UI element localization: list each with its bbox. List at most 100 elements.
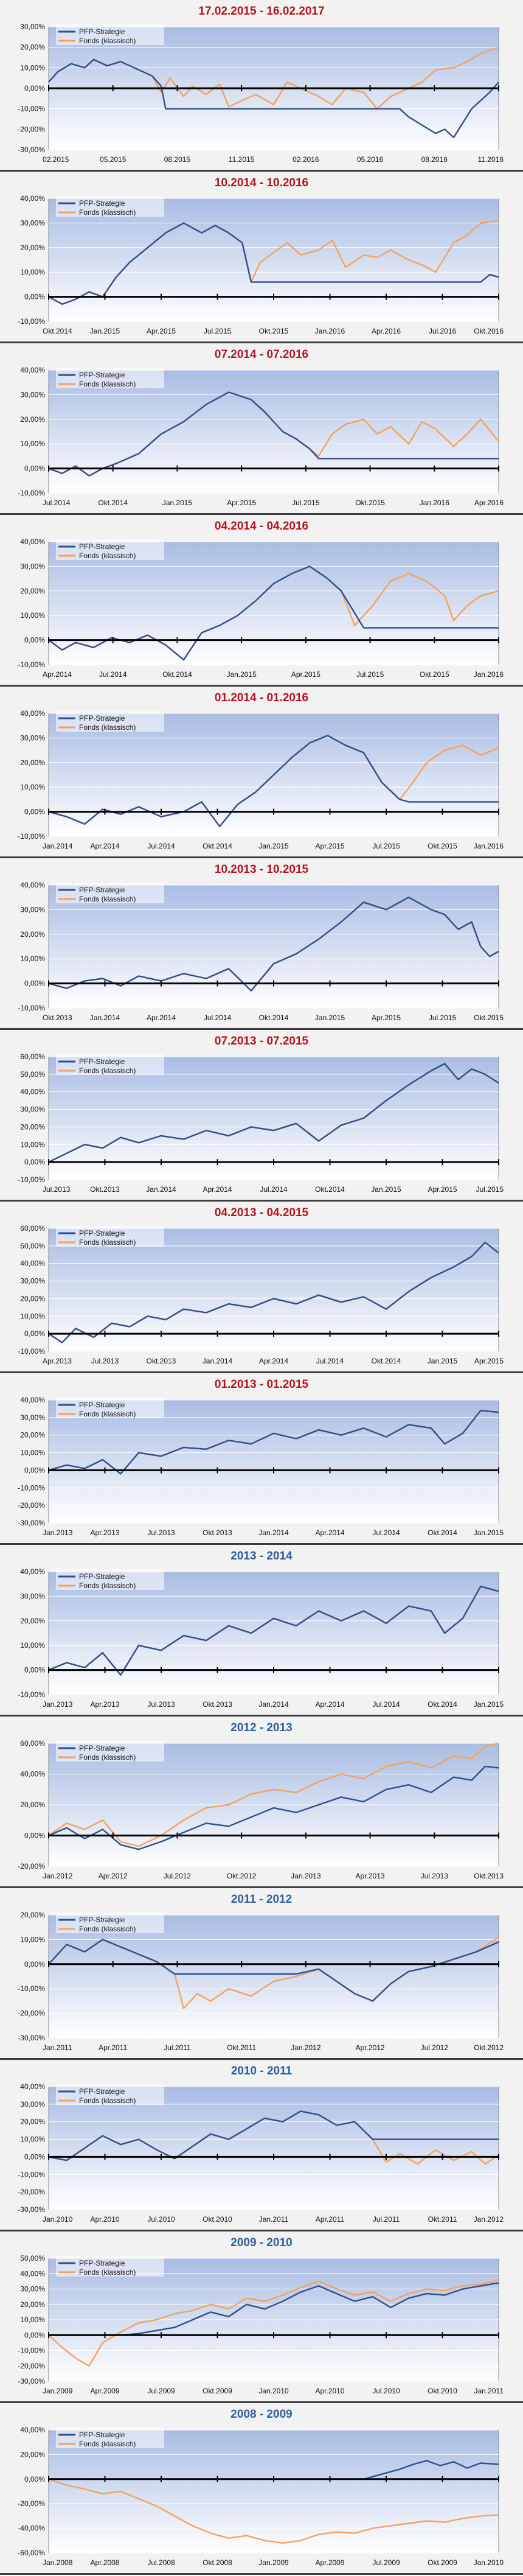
x-tick-label: Okt.2010 bbox=[203, 2215, 232, 2224]
y-tick-label: 30,00% bbox=[20, 23, 45, 31]
x-tick-label: Jul.2013 bbox=[147, 1700, 175, 1709]
legend-label: PFP-Strategie bbox=[79, 1744, 125, 1752]
chart-title: 07.2013 - 07.2015 bbox=[214, 1035, 309, 1048]
y-tick-label: 40,00% bbox=[20, 2426, 45, 2434]
x-tick-label: 08.2016 bbox=[421, 155, 448, 164]
legend-label: Fonds (klassisch) bbox=[79, 37, 136, 45]
y-tick-label: 10,00% bbox=[20, 611, 45, 620]
x-tick-label: Apr.2015 bbox=[428, 1185, 457, 1194]
y-tick-label: 40,00% bbox=[20, 2269, 45, 2278]
chart-title: 17.02.2015 - 16.02.2017 bbox=[198, 5, 325, 18]
y-tick-label: 30,00% bbox=[20, 1592, 45, 1600]
y-tick-label: 30,00% bbox=[20, 2100, 45, 2109]
y-tick-label: 20,00% bbox=[20, 1122, 45, 1131]
x-tick-label: Okt.2008 bbox=[203, 2558, 232, 2567]
x-tick-label: Jan.2011 bbox=[259, 2215, 289, 2224]
x-tick-label: Apr.2015 bbox=[147, 327, 176, 335]
y-tick-label: 30,00% bbox=[20, 562, 45, 570]
x-tick-label: Apr.2015 bbox=[315, 842, 344, 850]
x-tick-label: Jul.2010 bbox=[372, 2387, 400, 2395]
x-tick-label: Apr.2010 bbox=[315, 2387, 344, 2395]
chart-svg: -10,00% 0,00% 10,00% 20,00% 30,00% 40,00% Apr.… bbox=[0, 537, 523, 687]
x-tick-label: Apr.2014 bbox=[147, 1013, 176, 1022]
chart-panel: 2013 - 2014 -10,00% 0,00% 10,00% 20,00% 30,00… bbox=[0, 1545, 523, 1717]
series-line-strategy bbox=[48, 1063, 499, 1163]
x-tick-label: Okt.2014 bbox=[162, 670, 192, 679]
y-tick-label: 30,00% bbox=[20, 905, 45, 914]
y-tick-label: 0,00% bbox=[24, 2475, 45, 2483]
y-tick-label: -10,00% bbox=[18, 489, 45, 497]
x-tick-label: Okt.2014 bbox=[98, 499, 128, 507]
legend-label: Fonds (klassisch) bbox=[79, 551, 136, 560]
chart-panel: 2009 - 2010 -30,00% -20,00% -10,00% 0,00% 10,… bbox=[0, 2231, 523, 2403]
x-tick-label: 11.2016 bbox=[478, 155, 504, 164]
chart-svg: -10,00% 0,00% 10,00% 20,00% 30,00% 40,00% Okt.… bbox=[0, 194, 523, 343]
x-tick-label: Okt.2013 bbox=[203, 1528, 232, 1537]
chart-title: 10.2014 - 10.2016 bbox=[214, 177, 309, 189]
x-tick-label: Apr.2014 bbox=[259, 1357, 288, 1365]
y-tick-label: 40,00% bbox=[20, 1396, 45, 1404]
x-tick-label: Okt.2013 bbox=[203, 1700, 232, 1709]
y-tick-label: -20,00% bbox=[18, 2362, 45, 2370]
y-tick-label: 0,00% bbox=[24, 1158, 45, 1166]
y-tick-label: 40,00% bbox=[20, 366, 45, 374]
legend-label: PFP-Strategie bbox=[79, 886, 125, 894]
chart-panel: 2010 - 2011 -30,00% -20,00% -10,00% 0,00% 10,… bbox=[0, 2060, 523, 2231]
plot-area bbox=[48, 369, 499, 494]
x-tick-label: Apr.2013 bbox=[90, 1528, 119, 1537]
x-tick-label: Okt.2014 bbox=[372, 1357, 401, 1365]
x-tick-label: Jul.2011 bbox=[373, 2215, 400, 2224]
y-tick-label: 20,00% bbox=[20, 930, 45, 939]
x-tick-label: Jul.2011 bbox=[164, 2043, 191, 2052]
x-tick-label: Okt.2014 bbox=[259, 1013, 289, 1022]
y-tick-label: -10,00% bbox=[18, 1004, 45, 1012]
x-tick-label: Jan.2010 bbox=[258, 2387, 289, 2395]
y-tick-label: 40,00% bbox=[20, 709, 45, 718]
x-tick-label: Apr.2013 bbox=[356, 1872, 385, 1880]
chart-title: 2011 - 2012 bbox=[230, 1893, 293, 1906]
x-tick-label: Apr.2016 bbox=[474, 499, 504, 507]
x-tick-label: Okt.2015 bbox=[474, 1013, 504, 1022]
y-tick-label: 0,00% bbox=[24, 808, 45, 816]
chart-panel: 07.2014 - 07.2016 -10,00% 0,00% 10,00% 20,00… bbox=[0, 343, 523, 515]
legend-label: Fonds (klassisch) bbox=[79, 208, 136, 217]
x-tick-label: Jan.2009 bbox=[258, 2558, 289, 2567]
x-tick-label: Jan.2015 bbox=[226, 670, 257, 679]
chart-title: 2009 - 2010 bbox=[230, 2236, 293, 2249]
y-tick-label: 20,00% bbox=[20, 1617, 45, 1625]
legend-label: Fonds (klassisch) bbox=[79, 1410, 136, 1418]
y-tick-label: -20,00% bbox=[18, 2188, 45, 2196]
x-tick-label: Apr.2014 bbox=[203, 1185, 232, 1194]
x-tick-label: Jul.2014 bbox=[372, 1700, 400, 1709]
y-tick-label: 0,00% bbox=[24, 636, 45, 645]
x-tick-label: Okt.2009 bbox=[203, 2387, 232, 2395]
y-tick-label: 20,00% bbox=[20, 2300, 45, 2309]
chart-title: 04.2013 - 04.2015 bbox=[214, 1206, 309, 1219]
x-tick-label: Jan.2014 bbox=[258, 1700, 289, 1709]
x-tick-label: Jan.2015 bbox=[474, 1700, 504, 1709]
x-tick-label: Jul.2009 bbox=[147, 2387, 175, 2395]
x-tick-label: Okt.2014 bbox=[428, 1700, 457, 1709]
y-tick-label: 10,00% bbox=[20, 2135, 45, 2144]
x-tick-label: Apr.2014 bbox=[315, 1528, 344, 1537]
x-tick-label: Jul.2014 bbox=[316, 1357, 344, 1365]
x-tick-label: Jan.2014 bbox=[90, 1013, 120, 1022]
chart-svg: -30,00% -20,00% -10,00% 0,00% 10,00% 20,00% 30… bbox=[0, 2254, 523, 2403]
y-tick-label: -60,00% bbox=[18, 2549, 45, 2557]
x-tick-label: Okt.2015 bbox=[355, 499, 385, 507]
x-tick-label: Jul.2015 bbox=[429, 1013, 457, 1022]
x-tick-label: 11.2015 bbox=[229, 155, 255, 164]
plot-area bbox=[48, 2429, 499, 2553]
legend-label: PFP-Strategie bbox=[79, 2259, 125, 2267]
y-tick-label: 10,00% bbox=[20, 63, 45, 72]
series-line-strategy bbox=[48, 565, 499, 661]
x-tick-label: Jan.2014 bbox=[43, 842, 73, 850]
y-tick-label: -10,00% bbox=[18, 832, 45, 841]
x-tick-label: Jan.2011 bbox=[474, 2387, 504, 2395]
legend-label: Fonds (klassisch) bbox=[79, 895, 136, 903]
y-tick-label: 60,00% bbox=[20, 1739, 45, 1748]
series-line-fund bbox=[48, 1742, 499, 1847]
